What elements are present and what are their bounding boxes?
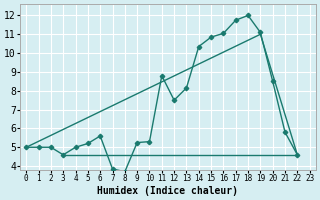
X-axis label: Humidex (Indice chaleur): Humidex (Indice chaleur)	[98, 186, 238, 196]
